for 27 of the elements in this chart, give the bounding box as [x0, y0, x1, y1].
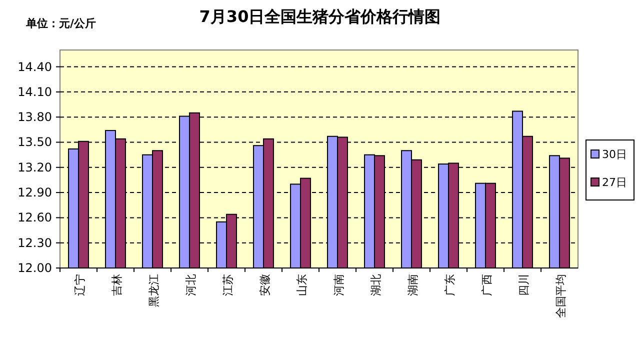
y-tick-label: 13.50 [18, 135, 52, 150]
x-tick-label: 湖南 [406, 274, 420, 296]
y-tick-label: 13.80 [18, 110, 52, 124]
y-tick-label: 12.60 [18, 210, 52, 225]
x-tick-label: 山东 [296, 274, 308, 296]
x-tick-label: 湖北 [370, 274, 382, 296]
x-tick-label: 河北 [184, 274, 198, 296]
x-tick-label: 安徽 [258, 274, 272, 296]
y-tick-label: 12.00 [18, 261, 52, 275]
legend-label: 30日 [602, 148, 627, 161]
x-tick-label: 河南 [332, 274, 346, 296]
x-tick-label: 广东 [444, 274, 456, 296]
y-axis-title: 单位：元/公斤 [25, 17, 96, 30]
x-tick-label: 黑龙江 [148, 274, 160, 307]
x-tick-label: 四川 [518, 274, 530, 296]
y-tick-label: 14.40 [18, 60, 52, 74]
y-tick-label: 12.30 [18, 236, 52, 250]
legend-label: 27日 [602, 176, 627, 189]
y-tick-label: 14.10 [18, 84, 52, 99]
y-tick-label: 12.90 [18, 186, 52, 200]
chart-title: 7月30日全国生猪分省价格行情图 [199, 7, 441, 26]
x-tick-label: 江苏 [222, 274, 234, 296]
y-tick-label: 13.20 [18, 160, 52, 174]
x-tick-label: 广西 [480, 274, 494, 296]
x-tick-label: 辽宁 [74, 274, 86, 296]
x-tick-label: 吉林 [110, 274, 124, 296]
x-tick-label: 全国平均 [554, 274, 568, 318]
